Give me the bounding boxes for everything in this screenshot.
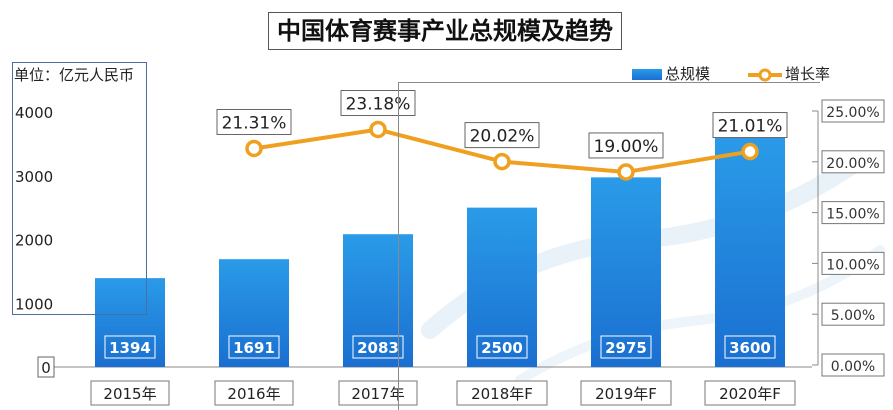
- svg-text:2083: 2083: [357, 339, 399, 357]
- y-left-tick-label: 0: [37, 356, 55, 378]
- svg-text:2016年: 2016年: [227, 385, 280, 403]
- x-tick-label: 2017年: [338, 380, 418, 406]
- bar: [467, 207, 537, 367]
- svg-text:21.01%: 21.01%: [718, 117, 783, 137]
- x-tick-label: 2018年F: [456, 380, 548, 406]
- line-point: [493, 152, 511, 171]
- x-tick-label: 2019年F: [580, 380, 672, 406]
- svg-text:2018年F: 2018年F: [471, 385, 533, 403]
- svg-text:5.00%: 5.00%: [831, 308, 875, 324]
- line-point: [245, 139, 263, 158]
- bar-value-label: 2500: [476, 335, 528, 359]
- line-value-label: 20.02%: [464, 122, 540, 149]
- legend-line-swatch: [748, 68, 782, 81]
- svg-text:20.02%: 20.02%: [470, 127, 535, 147]
- bar-value-label: 3600: [724, 335, 776, 359]
- chart-title: 中国体育赛事产业总规模及趋势: [268, 12, 622, 50]
- legend-bar-swatch: [632, 69, 662, 80]
- x-tick-label: 2016年: [214, 380, 294, 406]
- svg-text:2020年F: 2020年F: [719, 385, 781, 403]
- line-point: [369, 120, 387, 139]
- frame-vertical-line: [398, 82, 399, 410]
- line-value-label: 21.31%: [216, 108, 292, 135]
- unit-label: 单位：亿元人民币: [14, 66, 135, 84]
- y-left-tick-label: 4000: [15, 104, 53, 122]
- svg-text:15.00%: 15.00%: [826, 207, 879, 223]
- y-left-tick-label: 3000: [15, 168, 53, 186]
- svg-text:2500: 2500: [481, 339, 523, 357]
- legend-line-label: 增长率: [785, 65, 831, 83]
- bar: [591, 177, 661, 367]
- y-left-tick-label: 2000: [15, 232, 53, 250]
- svg-text:10.00%: 10.00%: [826, 257, 879, 273]
- line-value-label: 19.00%: [588, 132, 664, 159]
- svg-text:0: 0: [41, 359, 51, 377]
- line-point: [617, 163, 635, 181]
- legend-bar-item: 总规模: [632, 63, 710, 84]
- frame-horizontal-line: [398, 82, 820, 83]
- svg-text:1394: 1394: [109, 339, 151, 357]
- left-axis-frame: [12, 62, 147, 315]
- y-left-tick-label: 1000: [15, 295, 53, 313]
- x-tick-label: 2020年F: [704, 380, 796, 406]
- y-right-tick-label: 5.00%: [821, 302, 885, 326]
- legend-bar-label: 总规模: [665, 65, 711, 83]
- y-right-tick-label: 10.00%: [821, 251, 885, 275]
- x-tick-label: 2015年: [90, 380, 170, 406]
- svg-text:2015年: 2015年: [103, 385, 156, 403]
- svg-text:19.00%: 19.00%: [594, 137, 659, 157]
- bar-value-label: 2083: [352, 335, 404, 359]
- line-value-label: 23.18%: [340, 89, 416, 116]
- watermark-stroke: [515, 245, 885, 385]
- y-right-tick-label: 25.00%: [821, 99, 885, 123]
- y-right-tick-label: 20.00%: [821, 150, 885, 174]
- y-right-tick-label: 0.00%: [821, 353, 885, 377]
- bar: [219, 259, 289, 367]
- svg-text:21.31%: 21.31%: [222, 113, 287, 133]
- bar-value-label: 1691: [228, 335, 280, 359]
- legend-line-item: 增长率: [748, 63, 830, 84]
- bar-value-label: 1394: [104, 335, 156, 359]
- svg-text:20.00%: 20.00%: [826, 156, 879, 172]
- bar-value-label: 2975: [600, 335, 652, 359]
- svg-text:2019年F: 2019年F: [595, 385, 657, 403]
- bar: [95, 278, 165, 367]
- svg-text:0.00%: 0.00%: [831, 359, 875, 375]
- line-value-label: 21.01%: [712, 112, 788, 139]
- svg-text:3600: 3600: [729, 339, 771, 357]
- bar: [343, 234, 413, 367]
- svg-text:25.00%: 25.00%: [826, 105, 879, 121]
- svg-text:2975: 2975: [605, 339, 647, 357]
- svg-text:23.18%: 23.18%: [346, 94, 411, 114]
- bar: [715, 137, 785, 367]
- line-point: [741, 142, 759, 161]
- svg-text:1691: 1691: [233, 339, 275, 357]
- svg-text:2017年: 2017年: [351, 385, 404, 403]
- y-right-tick-label: 15.00%: [821, 201, 885, 225]
